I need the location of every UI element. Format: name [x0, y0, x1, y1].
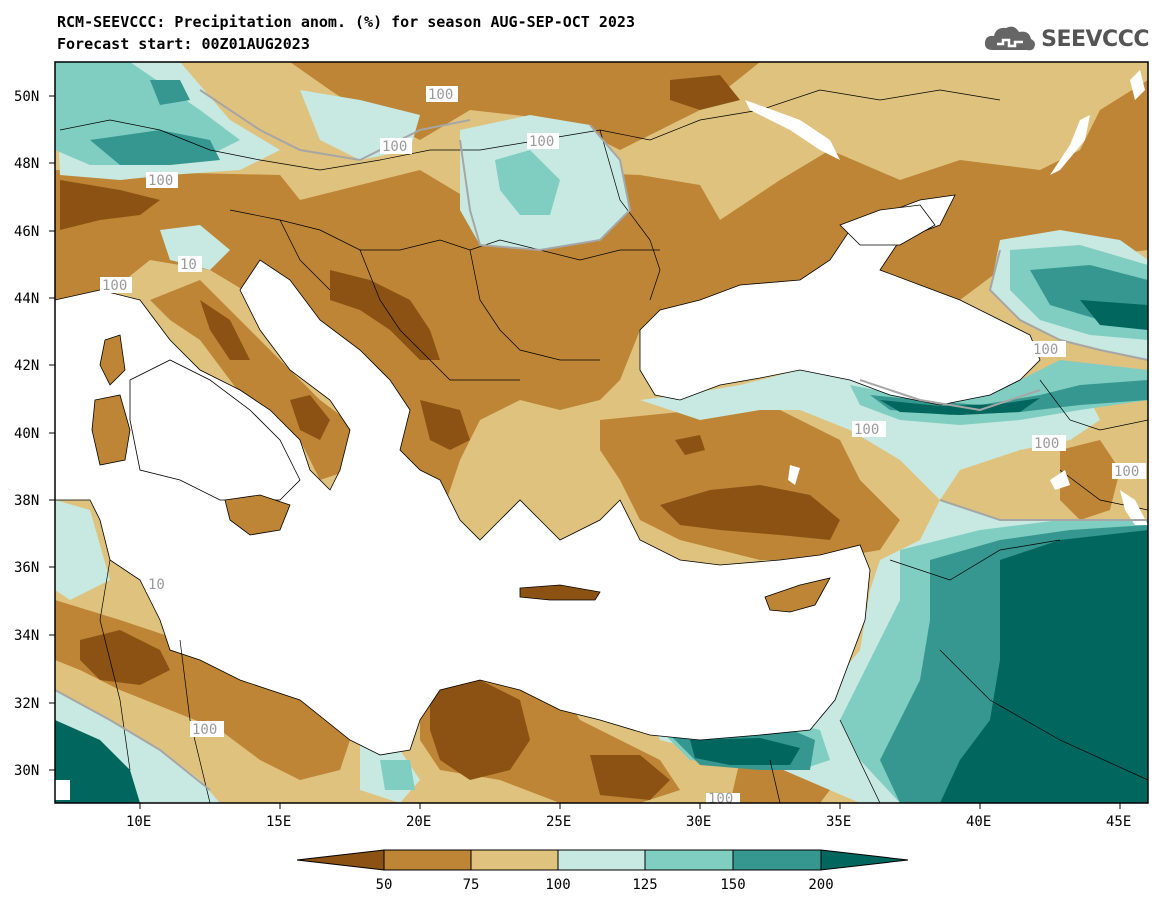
- lon-label: 40E: [966, 814, 991, 830]
- cyprus: [764, 577, 831, 613]
- colorbar-swatch: [820, 849, 909, 871]
- contour-label: 100: [708, 791, 733, 807]
- lat-label: 44N: [14, 291, 39, 307]
- sea-areas: [55, 194, 1041, 756]
- colorbar-swatch: [644, 849, 734, 871]
- logo-text: SEEVCCC: [1041, 26, 1149, 52]
- contour-label: 100: [854, 422, 879, 438]
- crete: [519, 584, 601, 601]
- corsica: [99, 334, 126, 386]
- colorbar-swatch: [470, 849, 559, 871]
- lon-label: 20E: [406, 814, 431, 830]
- very-dry-anomaly-regions: [60, 75, 840, 800]
- contour-label: 100: [1114, 464, 1139, 480]
- mediterranean-sea: [55, 259, 871, 756]
- lat-label: 30N: [14, 763, 39, 779]
- contour-label: 100: [102, 278, 127, 294]
- lat-label: 32N: [14, 696, 39, 712]
- latitude-axis: 50N 48N 46N 44N 42N 40N 38N 36N 34N 32N …: [14, 89, 55, 779]
- longitude-axis: 10E 15E 20E 25E 30E 35E 40E 45E: [126, 803, 1131, 830]
- cloud-icon: [985, 26, 1036, 51]
- contour-label: 100: [1034, 436, 1059, 452]
- colorbar-label: 75: [463, 877, 480, 893]
- colorbar-swatch: [296, 849, 385, 871]
- contour-label: 100: [428, 87, 453, 103]
- sardinia: [91, 394, 131, 466]
- lon-label: 25E: [546, 814, 571, 830]
- country-borders: [59, 89, 1148, 803]
- colorbar-label: 150: [720, 877, 745, 893]
- contour-label: 100: [382, 139, 407, 155]
- lon-label: 15E: [266, 814, 291, 830]
- lat-label: 34N: [14, 628, 39, 644]
- contour-label: 10: [148, 577, 165, 593]
- forecast-start-label: Forecast start: 00Z01AUG2023: [57, 35, 310, 53]
- contour-label: 100: [1033, 342, 1058, 358]
- lat-label: 42N: [14, 358, 39, 374]
- map-title: RCM-SEEVCCC: Precipitation anom. (%) for…: [57, 13, 635, 31]
- colorbar-label: 100: [545, 877, 570, 893]
- sea-of-azov: [839, 204, 936, 246]
- colorbar-swatch: [557, 849, 646, 871]
- lat-label: 48N: [14, 156, 39, 172]
- lat-label: 36N: [14, 560, 39, 576]
- tyrrhenian-sea: [129, 359, 301, 501]
- lat-label: 38N: [14, 493, 39, 509]
- lat-label: 40N: [14, 426, 39, 442]
- colorbar-label: 125: [632, 877, 657, 893]
- colorbar-label: 50: [376, 877, 393, 893]
- contour-label: 100: [148, 173, 173, 189]
- lon-label: 10E: [126, 814, 151, 830]
- black-sea: [639, 194, 1041, 406]
- contour-label: 100: [529, 134, 554, 150]
- contour-label-group: 100 100 100 100 10 100 100 100 100 100 1…: [100, 86, 1146, 807]
- map-plot-area: 100 100 100 100 10 100 100 100 100 100 1…: [55, 62, 1148, 807]
- sicily: [224, 494, 291, 536]
- colorbar-swatch: [732, 849, 822, 871]
- colorbar: [296, 849, 909, 871]
- lon-label: 45E: [1106, 814, 1131, 830]
- contour-100-lines: [55, 89, 1148, 791]
- contour-label: 100: [192, 722, 217, 738]
- lon-label: 30E: [686, 814, 711, 830]
- colorbar-swatch: [383, 849, 472, 871]
- colorbar-label: 200: [808, 877, 833, 893]
- islands: [91, 334, 831, 613]
- lon-label: 35E: [826, 814, 851, 830]
- contour-label: 10: [180, 257, 197, 273]
- lat-label: 50N: [14, 89, 39, 105]
- missing-data-patches: [55, 70, 1148, 800]
- colorbar-labels: 50 75 100 125 150 200: [376, 877, 834, 893]
- seevccc-logo: SEEVCCC: [983, 22, 1149, 56]
- lat-label: 46N: [14, 224, 39, 240]
